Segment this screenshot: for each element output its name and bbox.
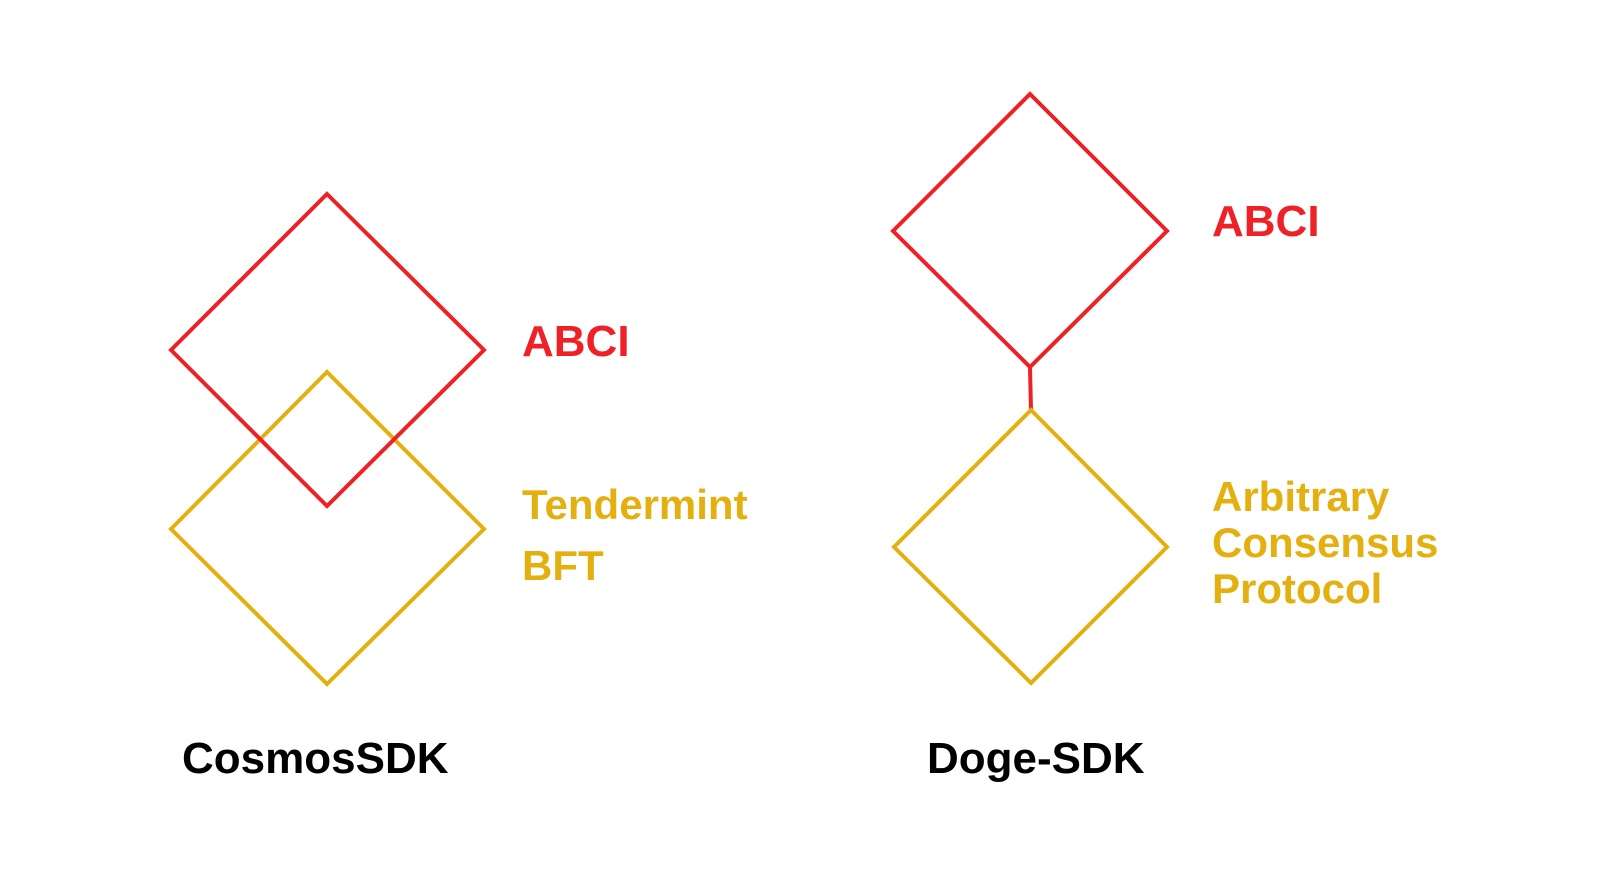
cosmos-consensus-label-line1: Tendermint: [522, 481, 748, 528]
doge-consensus-label-line1: Arbitrary: [1212, 473, 1390, 520]
doge-sdk-group: ABCI Arbitrary Consensus Protocol Doge-S…: [890, 91, 1438, 783]
cosmos-sdk-title: CosmosSDK: [182, 734, 449, 783]
cosmos-abci-label: ABCI: [522, 317, 630, 366]
doge-abci-label: ABCI: [1212, 197, 1320, 246]
doge-connector-line: [1028, 366, 1033, 411]
doge-consensus-label-line2: Consensus: [1212, 519, 1438, 566]
cosmos-consensus-diamond: [168, 369, 487, 687]
cosmos-abci-diamond: [168, 191, 487, 509]
cosmos-sdk-group: ABCI Tendermint BFT CosmosSDK: [168, 191, 748, 783]
doge-sdk-title: Doge-SDK: [927, 734, 1145, 783]
doge-abci-diamond: [890, 91, 1170, 370]
doge-consensus-label-line3: Protocol: [1212, 565, 1382, 612]
cosmos-consensus-label-line2: BFT: [522, 542, 604, 589]
doge-consensus-diamond: [891, 407, 1170, 686]
